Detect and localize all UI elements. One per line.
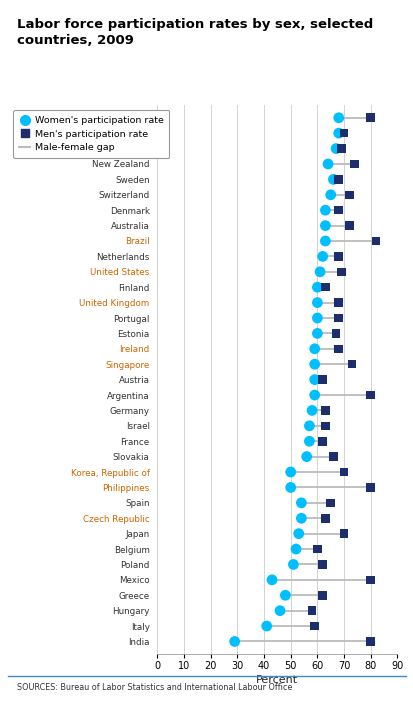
Point [335, 112, 341, 124]
Point [313, 328, 320, 339]
Point [345, 220, 352, 231]
Point [321, 236, 328, 247]
Point [335, 297, 341, 308]
Point [335, 251, 341, 262]
Point [327, 497, 333, 508]
Point [308, 405, 315, 416]
Point [321, 282, 328, 293]
Point [372, 236, 378, 247]
Point [321, 220, 328, 231]
Point [290, 559, 296, 570]
Point [292, 543, 299, 555]
Point [351, 158, 357, 169]
X-axis label: Percent: Percent [256, 675, 298, 685]
Point [316, 266, 323, 278]
Point [319, 251, 325, 262]
Point [321, 512, 328, 524]
Point [231, 636, 237, 647]
Point [367, 112, 373, 124]
Point [313, 297, 320, 308]
Point [335, 312, 341, 323]
Point [324, 158, 330, 169]
Point [337, 266, 344, 278]
Point [335, 174, 341, 185]
Point [319, 436, 325, 447]
Point [305, 420, 312, 432]
Point [287, 482, 293, 493]
Point [340, 127, 347, 138]
Point [367, 574, 373, 586]
Point [348, 359, 354, 370]
Point [303, 451, 309, 463]
Text: SOURCES: Bureau of Labor Statistics and International Labour Office: SOURCES: Bureau of Labor Statistics and … [17, 683, 291, 692]
Point [287, 466, 293, 477]
Point [327, 189, 333, 200]
Point [313, 543, 320, 555]
Point [345, 189, 352, 200]
Point [321, 405, 328, 416]
Point [321, 420, 328, 432]
Point [332, 143, 339, 154]
Point [319, 374, 325, 385]
Point [297, 497, 304, 508]
Point [313, 312, 320, 323]
Point [311, 389, 317, 401]
Point [313, 282, 320, 293]
Point [295, 528, 301, 539]
Point [311, 343, 317, 354]
Point [311, 374, 317, 385]
Point [367, 636, 373, 647]
Point [297, 512, 304, 524]
Point [319, 559, 325, 570]
Point [319, 590, 325, 601]
Point [281, 590, 288, 601]
Point [329, 451, 336, 463]
Point [337, 143, 344, 154]
Point [367, 389, 373, 401]
Point [311, 621, 317, 632]
Legend: Women's participation rate, Men's participation rate, Male-female gap: Women's participation rate, Men's partic… [13, 110, 169, 158]
Point [321, 205, 328, 216]
Point [329, 174, 336, 185]
Point [263, 621, 269, 632]
Text: Labor force participation rates by sex, selected
countries, 2009: Labor force participation rates by sex, … [17, 18, 372, 46]
Point [305, 436, 312, 447]
Point [276, 605, 282, 617]
Point [308, 605, 315, 617]
Point [340, 528, 347, 539]
Point [335, 343, 341, 354]
Point [340, 466, 347, 477]
Point [311, 359, 317, 370]
Point [335, 205, 341, 216]
Point [268, 574, 275, 586]
Point [332, 328, 339, 339]
Point [335, 127, 341, 138]
Point [367, 482, 373, 493]
